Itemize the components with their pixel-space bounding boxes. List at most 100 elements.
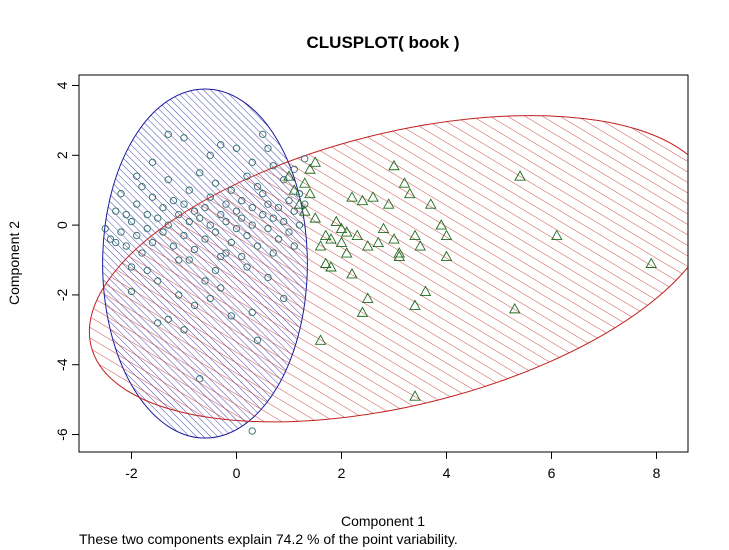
cluster-1-point [154,277,162,285]
x-axis: -2 0 2 4 6 8 [125,452,661,481]
x-tick-label: 4 [443,465,451,481]
cluster-1-point [127,287,136,296]
cluster-1-point [222,200,230,208]
cluster-2-point [309,212,322,223]
cluster-1-point [217,141,225,149]
y-axis-label: Component 2 [6,221,22,305]
cluster-1-point [148,158,157,166]
cluster-2-point [319,257,332,268]
cluster-1-point [154,319,162,327]
cluster-1-point [206,193,214,201]
cluster-1-point [290,165,298,173]
cluster-1-point [269,162,277,170]
cluster-2-point [340,226,353,237]
cluster-1-point [164,221,172,229]
cluster-2-ellipse [88,115,688,423]
cluster-1-point [133,172,141,180]
cluster-2-point [414,240,427,251]
cluster-1-point [259,210,267,219]
cluster-1-point [169,197,178,205]
cluster-1-point [175,291,183,299]
cluster-2-point [309,156,322,167]
cluster-1-point [143,224,151,233]
cluster-1-point [243,263,251,271]
cluster-2-point [409,229,421,241]
cluster-2-point [435,219,448,230]
x-tick-label: 6 [548,465,556,481]
cluster-1-point [175,256,183,264]
cluster-1-point [106,235,115,243]
cluster-1-point [243,172,251,180]
cluster-1-point [232,207,241,215]
cluster-2-point [393,247,406,258]
cluster-1-point [206,294,214,303]
cluster-1-point [101,224,109,233]
cluster-1-point [127,263,136,271]
cluster-1-point [217,210,225,219]
cluster-1-point [185,186,193,194]
x-tick-label: -2 [125,465,138,481]
cluster-1-point [248,221,256,229]
cluster-1-point [264,200,272,208]
cluster-1-point [227,186,235,194]
y-tick-label: -4 [54,358,70,371]
cluster-1-point [196,375,204,383]
cluster-2-point [361,292,374,303]
x-tick-label: 8 [653,465,661,481]
cluster-1-point [122,242,130,250]
cluster-1-point [164,130,172,138]
cluster-2-point [514,170,526,181]
y-tick-label: -6 [54,428,70,441]
cluster-1-point [190,301,199,310]
cluster-1-point [248,427,256,435]
cluster-1-point [243,231,251,240]
cluster-1-point [175,210,183,219]
cluster-2-point [398,177,411,188]
cluster-2-point [304,163,316,174]
cluster-1-point [148,193,157,201]
cluster-1-point [290,242,298,250]
cluster-1-point [253,183,262,191]
cluster-1-point [217,284,225,292]
cluster-1-point [122,210,130,219]
cluster-1-point [253,336,262,344]
cluster-ellipses [88,88,688,439]
cluster-2-point [424,198,437,209]
cluster-1-point [180,134,188,142]
cluster-1-point [280,217,288,226]
cluster-2-point [298,205,311,216]
y-tick-label: 4 [54,81,70,89]
cluster-2-point [419,285,432,296]
cluster-1-point [117,190,125,198]
cluster-1-point [285,197,293,205]
cluster-1-point [133,200,141,208]
cluster-2-point [409,390,421,401]
cluster-1-point [164,315,172,324]
cluster-2-point [440,250,453,261]
cluster-1-point [201,235,209,243]
cluster-2-point [645,257,658,268]
cluster-2-point [346,191,358,202]
cluster-1-point [211,179,220,187]
cluster-2-point [356,194,369,206]
cluster-1-point [295,190,304,198]
cluster-1-point [143,266,151,275]
cluster-2-point [298,177,311,188]
cluster-1-point [201,203,209,212]
cluster-1-point [253,242,262,250]
cluster-1-point [227,312,235,320]
cluster-2-point [283,170,295,181]
cluster-2-point [388,233,400,244]
cluster-1-point [232,224,241,233]
cluster-1-point [127,217,136,226]
cluster-1-point [143,210,151,219]
cluster-1-point [264,273,272,282]
y-tick-label: 0 [54,221,70,229]
cluster-2-point [340,247,353,258]
cluster-1-point [133,231,141,240]
cluster-2-point [304,187,316,199]
cluster-1-point [190,245,199,254]
cluster-1-point [159,228,167,236]
cluster-1-point [232,144,241,152]
cluster-1-point [180,326,188,334]
